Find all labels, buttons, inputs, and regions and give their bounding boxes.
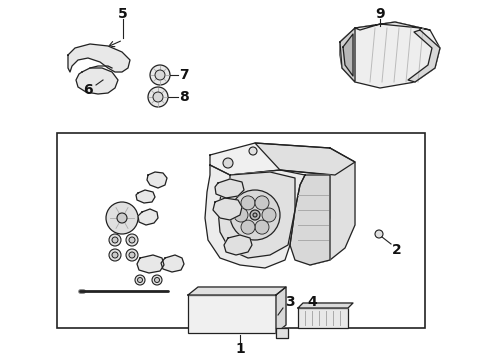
Polygon shape — [218, 172, 295, 258]
Polygon shape — [147, 172, 167, 188]
Circle shape — [241, 220, 255, 234]
Circle shape — [153, 92, 163, 102]
Circle shape — [150, 65, 170, 85]
Circle shape — [117, 213, 127, 223]
Text: 7: 7 — [179, 68, 189, 82]
Circle shape — [154, 278, 160, 283]
Polygon shape — [188, 287, 286, 295]
Circle shape — [375, 230, 383, 238]
Circle shape — [255, 220, 269, 234]
Polygon shape — [340, 22, 440, 88]
Text: 9: 9 — [375, 7, 385, 21]
Text: 3: 3 — [285, 295, 295, 309]
Polygon shape — [215, 179, 244, 198]
Text: 4: 4 — [307, 295, 317, 309]
Polygon shape — [138, 209, 158, 225]
Circle shape — [234, 208, 248, 222]
Circle shape — [112, 237, 118, 243]
Circle shape — [129, 237, 135, 243]
Text: 8: 8 — [179, 90, 189, 104]
Circle shape — [241, 196, 255, 210]
Text: 5: 5 — [118, 7, 128, 21]
Circle shape — [135, 275, 145, 285]
Circle shape — [230, 190, 280, 240]
Bar — [298, 308, 348, 328]
Circle shape — [129, 252, 135, 258]
Text: 2: 2 — [392, 243, 402, 257]
Polygon shape — [205, 165, 305, 268]
Circle shape — [250, 210, 260, 220]
Polygon shape — [276, 328, 288, 338]
Polygon shape — [137, 255, 164, 273]
Circle shape — [255, 196, 269, 210]
Circle shape — [106, 202, 138, 234]
Bar — [57, 133, 425, 328]
Text: 1: 1 — [235, 342, 245, 356]
Circle shape — [262, 208, 276, 222]
Polygon shape — [76, 68, 118, 94]
Polygon shape — [276, 287, 286, 333]
Circle shape — [155, 70, 165, 80]
Circle shape — [109, 249, 121, 261]
Circle shape — [148, 87, 168, 107]
Circle shape — [249, 147, 257, 155]
Polygon shape — [210, 143, 355, 175]
Circle shape — [126, 249, 138, 261]
Polygon shape — [298, 303, 353, 308]
Circle shape — [112, 252, 118, 258]
Polygon shape — [340, 28, 355, 82]
Bar — [188, 295, 276, 333]
Polygon shape — [161, 255, 184, 272]
Circle shape — [138, 278, 143, 283]
Polygon shape — [355, 22, 430, 30]
Polygon shape — [290, 175, 330, 265]
Circle shape — [253, 213, 257, 217]
Polygon shape — [343, 34, 353, 76]
Circle shape — [109, 234, 121, 246]
Circle shape — [223, 158, 233, 168]
Polygon shape — [68, 44, 130, 72]
Polygon shape — [408, 30, 440, 82]
Polygon shape — [224, 235, 252, 255]
Circle shape — [126, 234, 138, 246]
Polygon shape — [136, 190, 155, 203]
Text: 6: 6 — [83, 83, 93, 97]
Polygon shape — [213, 198, 242, 220]
Circle shape — [152, 275, 162, 285]
Polygon shape — [255, 143, 355, 265]
